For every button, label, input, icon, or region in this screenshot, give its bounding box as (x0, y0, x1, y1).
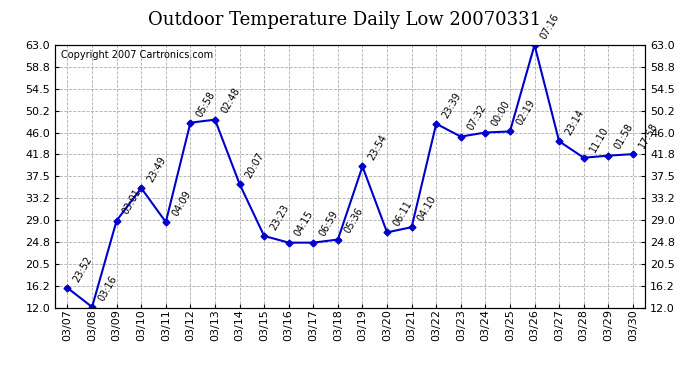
Text: 23:39: 23:39 (440, 90, 463, 120)
Text: 17:58: 17:58 (637, 121, 660, 150)
Text: 02:19: 02:19 (514, 98, 537, 127)
Text: 05:36: 05:36 (342, 206, 364, 236)
Text: 07:16: 07:16 (539, 12, 561, 41)
Text: 03:16: 03:16 (96, 274, 119, 303)
Text: 02:48: 02:48 (219, 86, 242, 116)
Text: 06:11: 06:11 (391, 199, 414, 228)
Text: 04:09: 04:09 (170, 189, 193, 218)
Text: 23:14: 23:14 (563, 108, 586, 137)
Text: 23:54: 23:54 (366, 133, 389, 162)
Text: 01:58: 01:58 (613, 122, 635, 152)
Text: 23:23: 23:23 (268, 202, 291, 232)
Text: 20:07: 20:07 (244, 150, 266, 180)
Text: 06:59: 06:59 (317, 209, 340, 238)
Text: Outdoor Temperature Daily Low 20070331: Outdoor Temperature Daily Low 20070331 (148, 11, 542, 29)
Text: Copyright 2007 Cartronics.com: Copyright 2007 Cartronics.com (61, 50, 213, 60)
Text: 00:00: 00:00 (489, 99, 512, 128)
Text: 04:15: 04:15 (293, 209, 315, 238)
Text: 23:49: 23:49 (146, 155, 168, 184)
Text: 23:52: 23:52 (72, 254, 95, 284)
Text: 05:58: 05:58 (195, 89, 217, 118)
Text: 11:10: 11:10 (588, 124, 611, 153)
Text: 04:10: 04:10 (416, 194, 438, 223)
Text: 07:32: 07:32 (465, 103, 488, 132)
Text: 03:01: 03:01 (121, 188, 144, 216)
